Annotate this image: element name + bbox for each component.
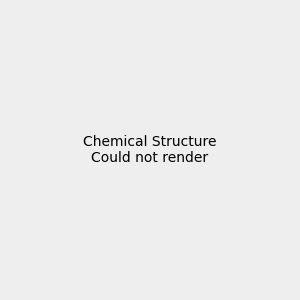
Text: Chemical Structure
Could not render: Chemical Structure Could not render	[83, 135, 217, 165]
